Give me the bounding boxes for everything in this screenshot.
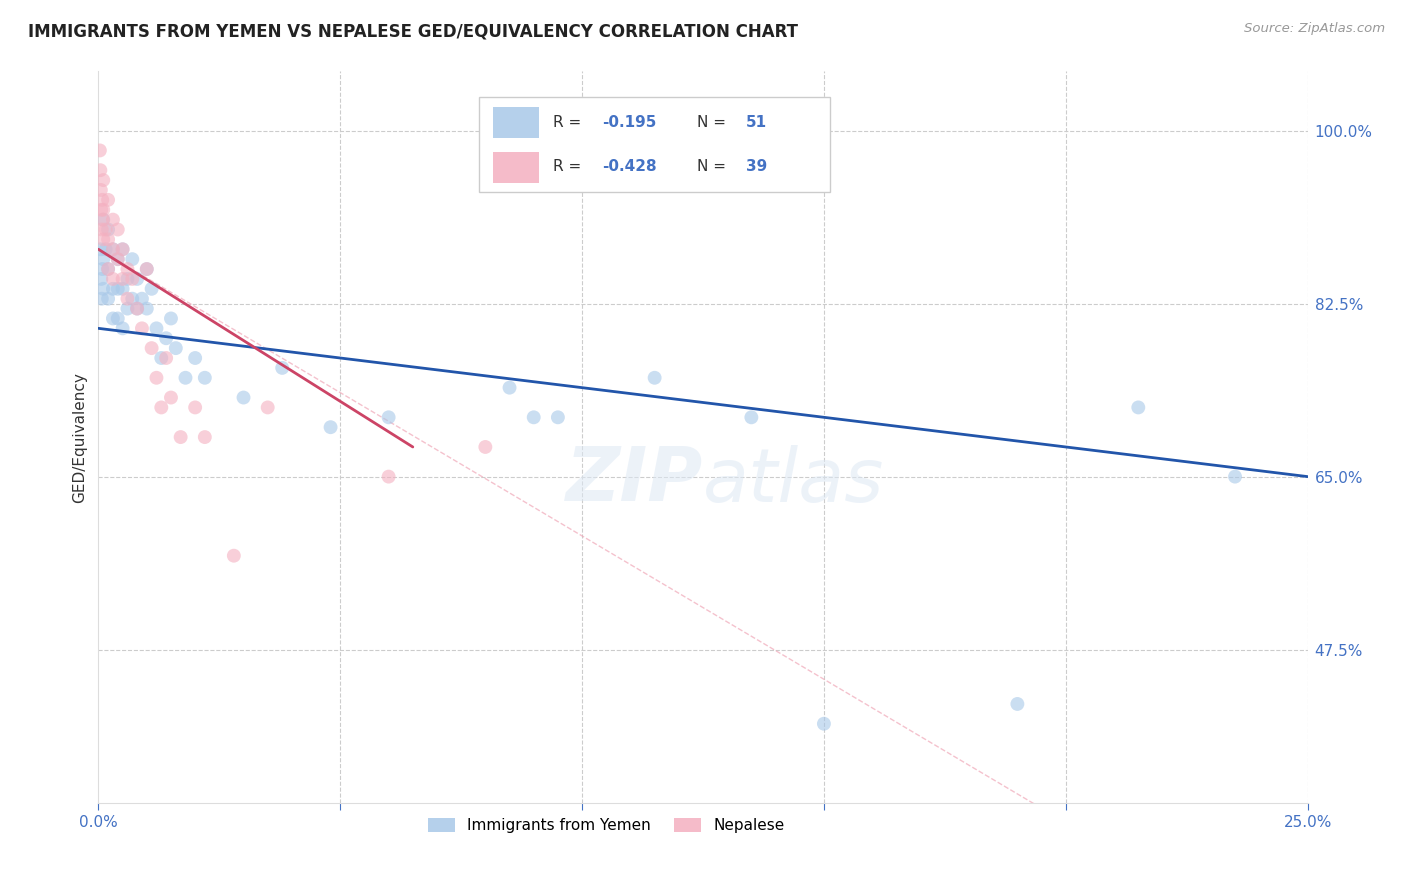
Point [107, 311, 129, 326]
Point [91, 212, 114, 227]
Point [101, 242, 124, 256]
Point [184, 351, 207, 365]
Point [97, 222, 120, 236]
Point [90, 202, 112, 217]
Point [90, 222, 112, 236]
Point [135, 262, 157, 277]
Point [135, 301, 157, 316]
Point [1223, 469, 1246, 483]
Point [111, 282, 134, 296]
Point [91, 173, 114, 187]
Point [91, 252, 114, 267]
Text: ZIP: ZIP [565, 444, 703, 517]
Point [91, 193, 114, 207]
Point [107, 252, 129, 267]
Text: IMMIGRANTS FROM YEMEN VS NEPALESE GED/EQUIVALENCY CORRELATION CHART: IMMIGRANTS FROM YEMEN VS NEPALESE GED/EQ… [28, 22, 799, 40]
Text: Source: ZipAtlas.com: Source: ZipAtlas.com [1244, 22, 1385, 36]
Point [174, 371, 197, 385]
Point [131, 321, 153, 335]
Point [135, 262, 157, 277]
Point [97, 193, 120, 207]
Point [1007, 697, 1029, 711]
Point [101, 282, 124, 296]
Point [107, 222, 129, 236]
Point [91, 232, 114, 246]
Point [97, 262, 120, 277]
Point [90, 183, 112, 197]
Point [91, 202, 114, 217]
Point [97, 262, 120, 277]
Point [101, 311, 124, 326]
Point [1128, 401, 1150, 415]
Point [121, 272, 143, 286]
Point [101, 272, 124, 286]
Point [97, 232, 120, 246]
Point [165, 341, 187, 355]
Point [127, 301, 149, 316]
Point [91, 282, 114, 296]
Point [256, 401, 278, 415]
Text: atlas: atlas [703, 445, 884, 517]
Point [91, 212, 114, 227]
Point [89, 144, 111, 158]
Point [111, 242, 134, 256]
Point [377, 410, 399, 425]
Point [91, 262, 114, 277]
Point [111, 321, 134, 335]
Point [90, 272, 112, 286]
Point [160, 311, 183, 326]
Point [145, 321, 167, 335]
Point [141, 341, 163, 355]
Point [127, 301, 149, 316]
Point [111, 272, 134, 286]
Point [377, 469, 399, 483]
Point [523, 410, 546, 425]
Point [169, 430, 191, 444]
Point [141, 282, 163, 296]
Point [117, 301, 139, 316]
Point [194, 430, 217, 444]
Point [107, 252, 129, 267]
Point [644, 371, 666, 385]
Point [232, 391, 254, 405]
Point [271, 360, 294, 375]
Point [97, 292, 120, 306]
Point [194, 371, 217, 385]
Point [150, 401, 173, 415]
Point [117, 262, 139, 277]
Legend: Immigrants from Yemen, Nepalese: Immigrants from Yemen, Nepalese [422, 812, 792, 839]
Point [101, 212, 124, 227]
Point [474, 440, 496, 454]
Point [107, 282, 129, 296]
Point [121, 292, 143, 306]
Point [117, 272, 139, 286]
Point [90, 292, 112, 306]
Point [547, 410, 569, 425]
Point [111, 242, 134, 256]
Point [319, 420, 342, 434]
Point [131, 292, 153, 306]
Point [89, 163, 111, 178]
Point [813, 716, 835, 731]
Point [127, 272, 149, 286]
Point [101, 242, 124, 256]
Point [145, 371, 167, 385]
Point [155, 331, 177, 345]
Point [160, 391, 183, 405]
Point [121, 252, 143, 267]
Point [94, 242, 117, 256]
Point [150, 351, 173, 365]
Point [740, 410, 762, 425]
Point [94, 222, 117, 236]
Point [184, 401, 207, 415]
Point [117, 292, 139, 306]
Point [498, 381, 520, 395]
Y-axis label: GED/Equivalency: GED/Equivalency [72, 372, 87, 502]
Point [155, 351, 177, 365]
Point [90, 242, 112, 256]
Point [222, 549, 245, 563]
